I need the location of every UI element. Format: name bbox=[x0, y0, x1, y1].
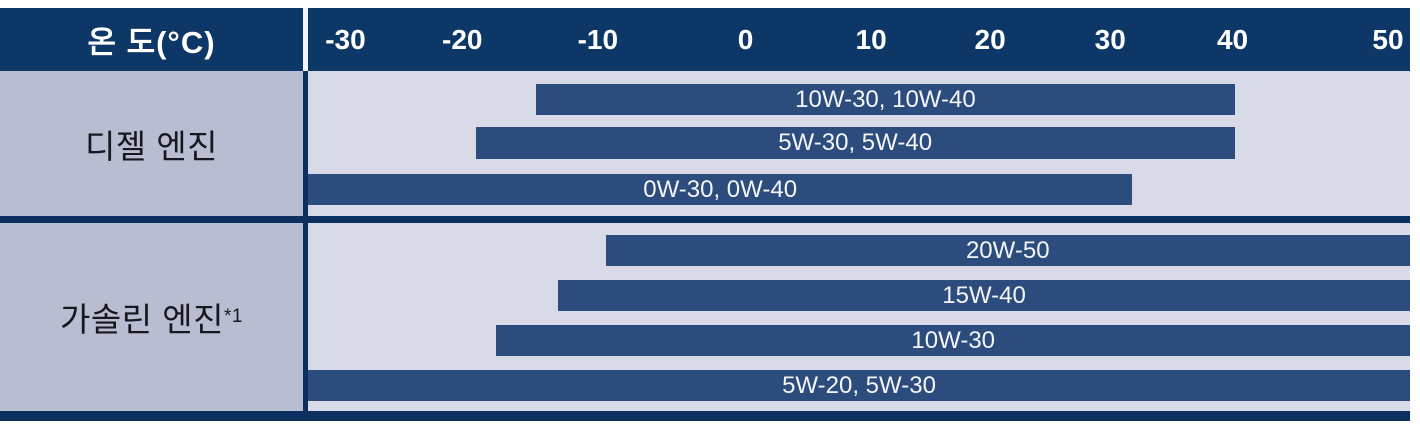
oil-grade-label: 15W-40 bbox=[942, 281, 1026, 309]
temperature-header-label: 온 도(°C) bbox=[87, 25, 216, 60]
diesel-chart-area: 10W-30, 10W-40 5W-30, 5W-40 0W-30, 0W-40 bbox=[308, 71, 1410, 216]
bottom-border bbox=[0, 411, 1410, 421]
axis-tick: -20 bbox=[442, 23, 483, 55]
axis-tick: -30 bbox=[325, 23, 366, 55]
gasoline-chart-area: 20W-50 15W-40 10W-30 5W-20, 5W-30 bbox=[308, 223, 1410, 411]
oil-grade-bar: 10W-30 bbox=[496, 325, 1410, 356]
diesel-label-cell: 디젤 엔진 bbox=[0, 71, 303, 216]
oil-grade-label: 10W-30 bbox=[911, 326, 996, 354]
axis-tick: 30 bbox=[1094, 23, 1126, 55]
oil-grade-bar: 0W-30, 0W-40 bbox=[308, 174, 1133, 205]
oil-grade-label: 10W-30, 10W-40 bbox=[795, 85, 976, 113]
section-diesel: 디젤 엔진 10W-30, 10W-40 5W-30, 5W-40 0W-30, 0… bbox=[0, 71, 1410, 216]
axis-tick: 50 bbox=[1372, 23, 1404, 55]
column-divider bbox=[303, 223, 308, 411]
oil-grade-label: 0W-30, 0W-40 bbox=[643, 175, 798, 203]
oil-grade-label: 20W-50 bbox=[965, 236, 1050, 264]
oil-grade-bar: 20W-50 bbox=[605, 235, 1410, 266]
oil-grade-label: 5W-30, 5W-40 bbox=[778, 129, 933, 156]
oil-grade-bar: 5W-20, 5W-30 bbox=[308, 370, 1410, 401]
oil-grade-bar: 10W-30, 10W-40 bbox=[536, 84, 1235, 115]
header-column-divider bbox=[303, 8, 308, 71]
gasoline-label-cell: 가솔린 엔진 *1 bbox=[0, 223, 303, 411]
axis-tick: -10 bbox=[577, 23, 619, 55]
oil-grade-bar: 5W-30, 5W-40 bbox=[475, 127, 1235, 159]
axis-tick: 40 bbox=[1216, 23, 1249, 55]
temperature-header-cell: 온 도(°C) bbox=[0, 8, 303, 71]
oil-grade-bar: 15W-40 bbox=[558, 280, 1410, 311]
column-divider bbox=[303, 71, 308, 216]
header-row: 온 도(°C) -30 -20 -10 0 10 20 30 40 50 bbox=[0, 8, 1410, 71]
axis-tick: 10 bbox=[855, 23, 887, 55]
section-gasoline: 가솔린 엔진 *1 20W-50 15W-40 10W-30 5W-20, 5W-30 bbox=[0, 223, 1410, 411]
diesel-engine-label: 디젤 엔진 bbox=[84, 127, 219, 165]
axis-tick: 0 bbox=[737, 23, 754, 55]
viscosity-table: 온 도(°C) -30 -20 -10 0 10 20 30 40 50 디젤 엔진 10W-3… bbox=[0, 8, 1410, 421]
axis-tick: 20 bbox=[974, 23, 1006, 55]
oil-grade-label: 5W-20, 5W-30 bbox=[782, 371, 936, 399]
section-separator bbox=[0, 216, 1410, 223]
temperature-scale: -30 -20 -10 0 10 20 30 40 50 bbox=[308, 8, 1410, 71]
gasoline-engine-label: 가솔린 엔진 bbox=[60, 301, 224, 338]
